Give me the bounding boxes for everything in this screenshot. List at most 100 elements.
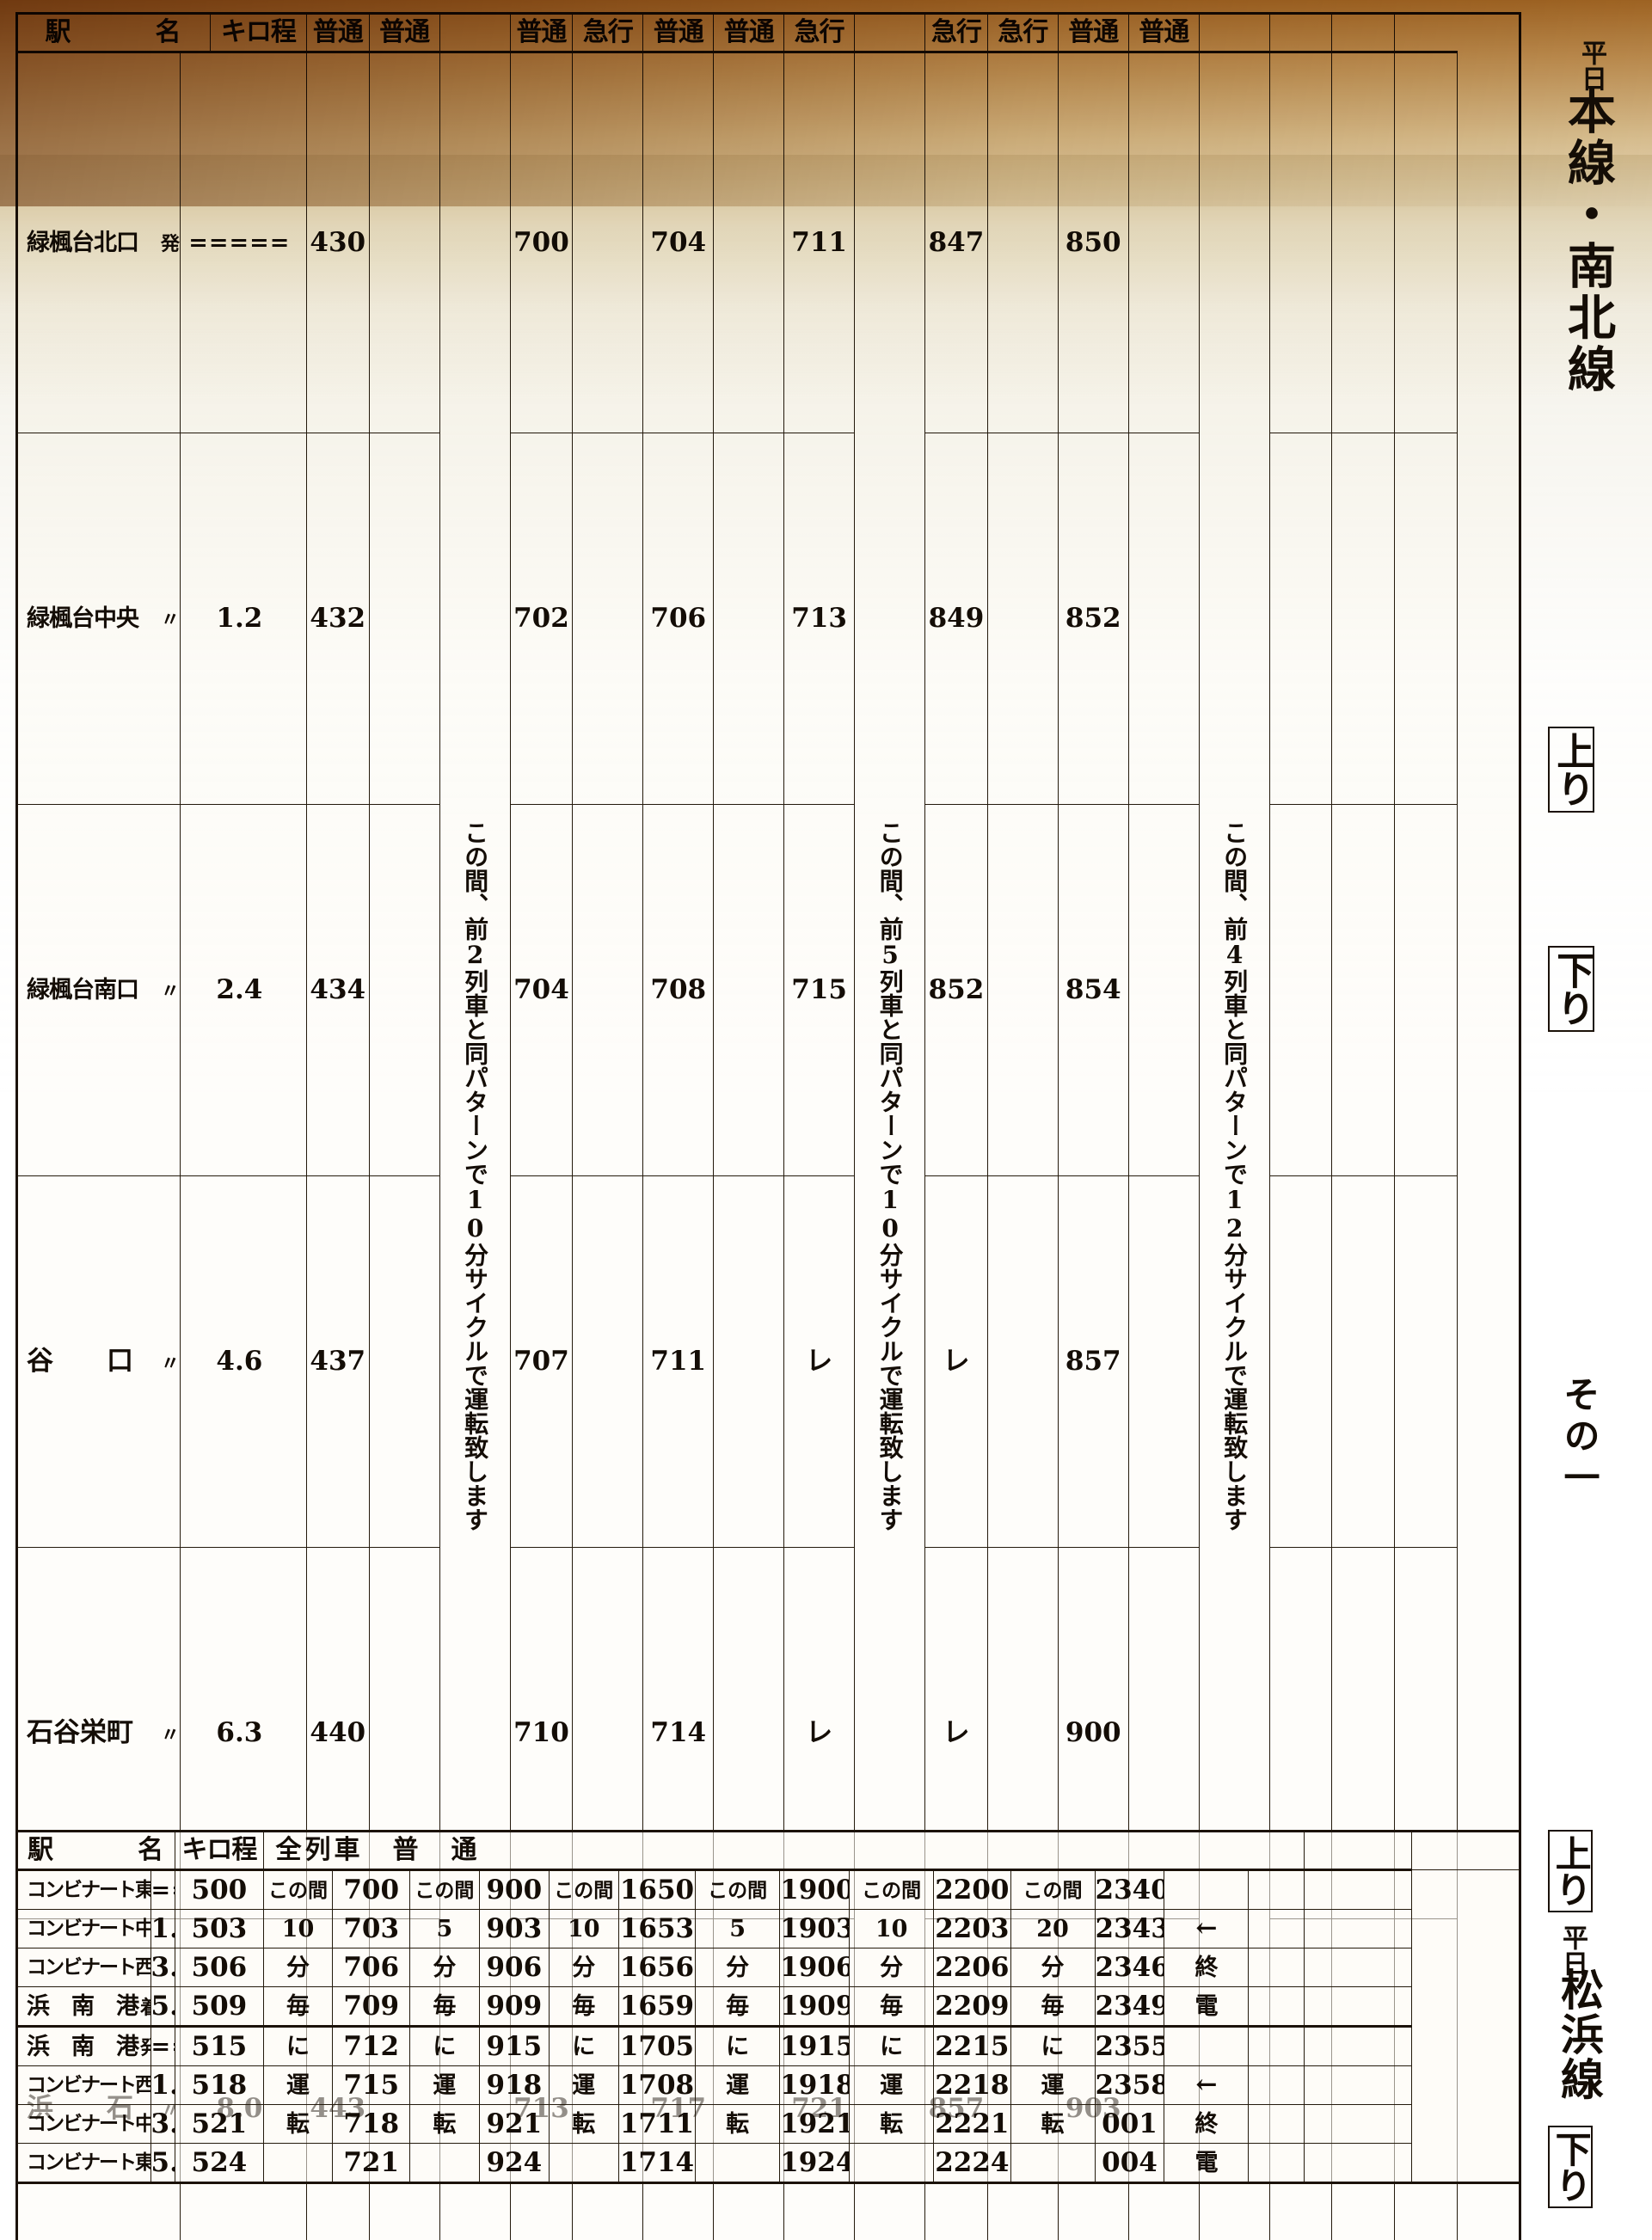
- interval-note: に: [262, 2025, 334, 2066]
- empty-cell: [1127, 803, 1200, 1176]
- station-arrive-depart-mark: 〃: [160, 979, 180, 1003]
- empty-cell: [713, 432, 785, 805]
- departure-time: 1705: [617, 2025, 697, 2066]
- matsu-spare-b: [1303, 2104, 1413, 2144]
- departure-time: 909: [478, 1986, 550, 2028]
- interval-note: [548, 2143, 619, 2184]
- matsu-spare-a: [1248, 2143, 1305, 2184]
- station-name-text: コンビナート東: [27, 2151, 150, 2174]
- header-train-type-7: 急行: [783, 13, 856, 52]
- matsu-spare-b: [1303, 2065, 1413, 2105]
- matsu-timetable-row: コンビナート東発======500この間700この間900この間1650この間1…: [16, 1869, 1520, 1910]
- departure-time: 1921: [779, 2104, 851, 2144]
- station-name-cell: コンビナート西〃: [16, 1948, 151, 1987]
- interval-note: [695, 2143, 781, 2184]
- interval-note: 分: [1010, 1948, 1096, 1987]
- departure-time: 518: [175, 2065, 264, 2105]
- empty-cell: [1127, 51, 1200, 433]
- weekday-text: 平日: [1576, 40, 1606, 91]
- matsu-spare-b: [1303, 2025, 1413, 2066]
- matsu-timetable-row: コンビナート中央〃3.6521転718転921転1711転1921転2221転0…: [16, 2104, 1520, 2144]
- timetable-row: 緑楓台南口〃 2.4 434 704 708 715 852 854: [16, 803, 1520, 1176]
- header-train-type-8: [854, 13, 926, 52]
- departure-time: 713: [783, 432, 856, 805]
- interval-note: [1164, 2025, 1250, 2066]
- header-train-type-0: 普通: [305, 13, 370, 52]
- departure-time: 704: [642, 51, 715, 433]
- matsu-spare-a: [1248, 2025, 1305, 2066]
- header-train-type-1: 普通: [368, 13, 440, 52]
- interval-note: [408, 2143, 480, 2184]
- distance-km: =====: [179, 51, 307, 433]
- departure-time: 1656: [617, 1948, 697, 1987]
- departure-time: 709: [332, 1986, 410, 2028]
- empty-cell: [368, 1175, 440, 1549]
- station-name-cell: コンビナート中央〃: [16, 2104, 151, 2144]
- matsu-up-text: 上り: [1548, 1830, 1594, 1912]
- departure-time: 1915: [779, 2025, 851, 2066]
- interval-note: 5: [695, 1909, 781, 1948]
- station-name-text: 緑楓台北口: [27, 229, 139, 256]
- interval-note: 運: [1010, 2065, 1096, 2105]
- interval-note: に: [548, 2025, 619, 2066]
- spare-column-0: [1268, 803, 1333, 1176]
- empty-cell: [986, 432, 1059, 805]
- matsu-timetable-row: コンビナート西〃1.9518運715運918運1708運1918運2218運23…: [16, 2065, 1520, 2105]
- matsu-spare-b: [1303, 1986, 1413, 2028]
- departure-time: 001: [1094, 2104, 1165, 2144]
- matsu-down-direction-label: 下り: [1548, 2126, 1594, 2212]
- interval-note: 分: [849, 1948, 935, 1987]
- matsu-distance-km: 5.3: [150, 2143, 176, 2184]
- interval-note: [262, 2143, 334, 2184]
- spare-column-0: [1268, 432, 1333, 805]
- departure-time: 708: [642, 803, 715, 1176]
- departure-time: 004: [1094, 2143, 1165, 2184]
- departure-time: 1711: [617, 2104, 697, 2144]
- interval-note: [1010, 2143, 1096, 2184]
- interval-note: 転: [408, 2104, 480, 2144]
- station-name-text: コンビナート中央: [27, 1917, 150, 1940]
- header-train-type-6: 普通: [713, 13, 785, 52]
- departure-time: 906: [478, 1948, 550, 1987]
- departure-time: 915: [478, 2025, 550, 2066]
- empty-cell: [986, 1175, 1059, 1549]
- departure-time: 707: [509, 1175, 574, 1549]
- header-train-type-4: 急行: [572, 13, 644, 52]
- interval-note: 毎: [1010, 1986, 1096, 2028]
- station-name-text: 緑楓台中央: [27, 604, 139, 632]
- spare-column-2: [1394, 51, 1459, 433]
- spare-column-1: [1331, 51, 1396, 433]
- station-arrive-depart-mark: 〃: [160, 1724, 180, 1747]
- departure-time: 2224: [933, 2143, 1011, 2184]
- spare-column-1: [1331, 803, 1396, 1176]
- departure-time: 1909: [779, 1986, 851, 2028]
- station-name-cell: 緑楓台北口発: [16, 51, 181, 433]
- matsu-timetable-row: コンビナート中央〃1.75031070359031016535190310220…: [16, 1909, 1520, 1948]
- empty-cell: [1127, 1175, 1200, 1549]
- interval-note: 運: [548, 2065, 619, 2105]
- departure-time: 503: [175, 1909, 264, 1948]
- interval-note: 20: [1010, 1909, 1096, 1948]
- station-arrive-depart-mark: 発: [138, 2039, 150, 2058]
- header-train-type-15: [1331, 13, 1396, 52]
- header-train-type-12: 普通: [1127, 13, 1200, 52]
- matsu-spare-a: [1248, 2104, 1305, 2144]
- departure-time: 711: [642, 1175, 715, 1549]
- spare-column-1: [1331, 432, 1396, 805]
- interval-note: 毎: [548, 1986, 619, 2028]
- matsu-timetable-row: コンビナート西〃3.4506分706分906分1656分1906分2206分23…: [16, 1948, 1520, 1987]
- last-train-arrow: ←: [1164, 1909, 1250, 1948]
- interval-note: 転: [695, 2104, 781, 2144]
- matsu-spare-a: [1248, 2065, 1305, 2105]
- departure-time: 2349: [1094, 1986, 1165, 2028]
- matsu-spare-0: [1303, 1831, 1413, 1870]
- last-train-label: 電: [1164, 1986, 1250, 2028]
- up-direction-text: 上り: [1548, 727, 1595, 813]
- distance-km: 4.6: [179, 1175, 307, 1549]
- departure-time: レ: [924, 1175, 988, 1549]
- interval-note: 転: [548, 2104, 619, 2144]
- departure-time: 706: [332, 1948, 410, 1987]
- departure-time: 437: [305, 1175, 370, 1549]
